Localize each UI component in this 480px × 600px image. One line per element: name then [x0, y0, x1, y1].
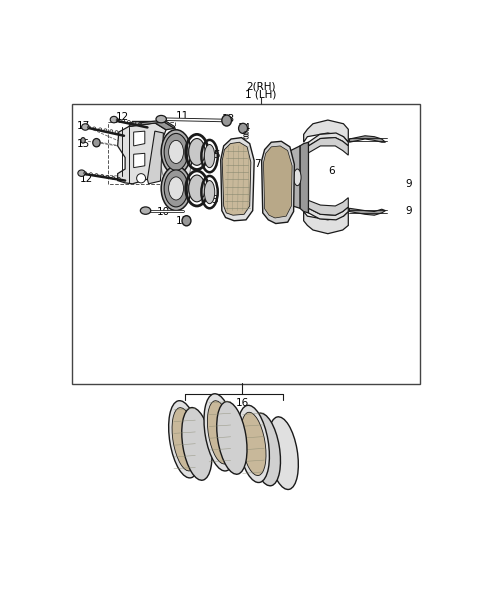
Text: 6: 6: [328, 166, 335, 176]
Ellipse shape: [161, 142, 191, 187]
Ellipse shape: [239, 123, 248, 133]
Ellipse shape: [204, 145, 215, 167]
Text: 15: 15: [76, 139, 90, 149]
Polygon shape: [221, 137, 254, 221]
Text: 17: 17: [76, 121, 90, 131]
Text: 12: 12: [79, 174, 93, 184]
Polygon shape: [222, 142, 251, 215]
Ellipse shape: [156, 115, 167, 123]
Polygon shape: [349, 208, 385, 215]
Text: 14: 14: [238, 124, 251, 133]
Polygon shape: [264, 146, 292, 218]
Ellipse shape: [216, 401, 247, 474]
Ellipse shape: [207, 401, 232, 464]
Ellipse shape: [241, 412, 266, 476]
Text: 8: 8: [93, 139, 100, 149]
Text: 16: 16: [236, 398, 249, 408]
Text: 5: 5: [211, 196, 218, 205]
Polygon shape: [262, 141, 294, 224]
Text: 12: 12: [116, 112, 129, 122]
Text: 9: 9: [406, 206, 412, 215]
Polygon shape: [309, 137, 348, 155]
Polygon shape: [118, 123, 166, 184]
Text: 13: 13: [176, 216, 190, 226]
Polygon shape: [129, 121, 175, 130]
Text: 1 (LH): 1 (LH): [245, 89, 276, 99]
Text: 3: 3: [171, 145, 178, 155]
Ellipse shape: [168, 140, 183, 163]
Polygon shape: [300, 142, 309, 213]
Ellipse shape: [110, 116, 118, 123]
Ellipse shape: [140, 207, 151, 214]
Polygon shape: [133, 131, 145, 146]
Polygon shape: [349, 136, 385, 142]
Polygon shape: [309, 207, 348, 220]
Ellipse shape: [182, 407, 212, 480]
Ellipse shape: [222, 115, 231, 126]
Ellipse shape: [204, 181, 215, 203]
Ellipse shape: [78, 170, 85, 176]
Ellipse shape: [161, 130, 191, 174]
Polygon shape: [309, 133, 348, 146]
Ellipse shape: [250, 413, 280, 486]
Ellipse shape: [182, 215, 191, 226]
Text: 4: 4: [196, 148, 203, 158]
Ellipse shape: [161, 166, 191, 211]
Ellipse shape: [164, 170, 188, 207]
Ellipse shape: [268, 417, 299, 490]
Ellipse shape: [238, 406, 269, 482]
Text: 10: 10: [157, 206, 170, 217]
Text: 7: 7: [254, 160, 261, 169]
Polygon shape: [133, 154, 145, 167]
Polygon shape: [304, 212, 348, 233]
Ellipse shape: [204, 394, 236, 471]
Ellipse shape: [294, 169, 301, 185]
Polygon shape: [309, 197, 348, 215]
Ellipse shape: [137, 173, 145, 183]
Text: 5: 5: [213, 150, 219, 160]
Ellipse shape: [168, 177, 183, 200]
Ellipse shape: [93, 139, 100, 147]
Polygon shape: [147, 131, 163, 184]
Polygon shape: [140, 120, 175, 128]
Ellipse shape: [81, 137, 85, 143]
Text: 11: 11: [176, 111, 190, 121]
Ellipse shape: [172, 407, 197, 471]
Text: 3: 3: [167, 187, 173, 197]
Polygon shape: [287, 146, 300, 208]
Ellipse shape: [164, 133, 188, 170]
Ellipse shape: [189, 139, 205, 166]
Bar: [72, 104, 420, 384]
Text: 2(RH): 2(RH): [246, 82, 276, 92]
Text: 4: 4: [192, 192, 199, 202]
Ellipse shape: [82, 124, 89, 130]
Ellipse shape: [168, 401, 201, 478]
Polygon shape: [304, 120, 348, 142]
Ellipse shape: [189, 175, 205, 202]
Text: 13: 13: [221, 114, 235, 124]
Text: 9: 9: [406, 179, 412, 189]
